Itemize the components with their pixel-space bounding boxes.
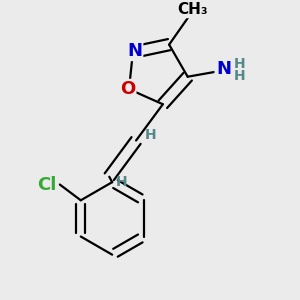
Text: N: N	[127, 42, 142, 60]
Text: H: H	[233, 69, 245, 83]
Text: O: O	[120, 80, 135, 98]
Text: H: H	[116, 176, 128, 189]
Text: Cl: Cl	[38, 176, 57, 194]
Text: H: H	[144, 128, 156, 142]
Text: H: H	[233, 57, 245, 71]
Text: N: N	[216, 60, 231, 78]
Text: CH₃: CH₃	[177, 2, 208, 17]
